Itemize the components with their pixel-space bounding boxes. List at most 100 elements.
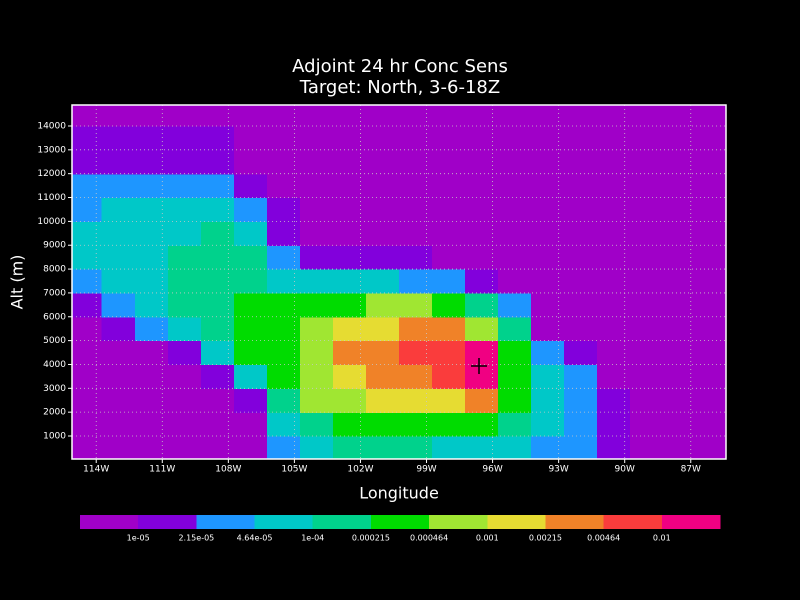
contour-cell: [332, 340, 367, 366]
contour-cell: [134, 105, 169, 127]
contour-cell: [630, 316, 664, 342]
contour-cell: [399, 125, 433, 151]
contour-cell: [101, 173, 136, 199]
contour-cell: [299, 245, 334, 270]
contour-cell: [167, 412, 202, 437]
colorbar-box: [370, 515, 430, 529]
contour-cell: [399, 269, 433, 294]
contour-cell: [498, 245, 532, 270]
contour-cell: [233, 340, 268, 366]
contour-cell: [233, 388, 268, 413]
y-tick-label: 6000: [43, 312, 66, 322]
y-tick-label: 5000: [43, 336, 66, 346]
contour-cell: [465, 436, 499, 459]
contour-cell: [72, 316, 103, 342]
contour-cell: [564, 173, 598, 199]
contour-cell: [233, 149, 268, 175]
colorbar-box: [661, 515, 721, 529]
contour-cell: [564, 388, 598, 413]
contour-cell: [134, 173, 169, 199]
contour-cell: [663, 364, 697, 389]
contour-cell: [597, 269, 631, 294]
contour-cell: [498, 149, 532, 175]
contour-cell: [200, 269, 235, 294]
contour-cell: [597, 388, 631, 413]
contour-cell: [299, 105, 334, 127]
colorbar-box: [429, 515, 488, 529]
contour-cell: [365, 364, 400, 389]
contour-cell: [696, 269, 726, 294]
colorbar-box: [254, 515, 314, 529]
contour-cell: [399, 197, 433, 222]
contour-cell: [465, 388, 499, 413]
colorbar-box: [80, 515, 139, 529]
colorbar-box: [603, 515, 663, 529]
contour-cell: [630, 292, 664, 318]
contour-cell: [597, 412, 631, 437]
contour-cell: [663, 436, 697, 459]
contour-cell: [299, 173, 334, 199]
x-tick-label: 108W: [215, 465, 241, 475]
contour-cell: [597, 340, 631, 366]
contour-field: [72, 105, 726, 459]
contour-cell: [696, 125, 726, 151]
contour-cell: [564, 245, 598, 270]
contour-cell: [432, 221, 466, 246]
colorbar-label: 0.001: [476, 534, 499, 543]
colorbar-label: 1e-05: [127, 534, 150, 543]
contour-cell: [332, 436, 367, 459]
contour-cell: [266, 221, 301, 246]
contour-cell: [134, 388, 169, 413]
contour-cell: [167, 197, 202, 222]
contour-cell: [663, 173, 697, 199]
contour-cell: [399, 316, 433, 342]
contour-cell: [663, 388, 697, 413]
contour-cell: [167, 364, 202, 389]
contour-cell: [233, 125, 268, 151]
colorbar-box: [138, 515, 197, 529]
contour-cell: [134, 221, 169, 246]
contour-cell: [696, 197, 726, 222]
y-tick-label: 2000: [43, 408, 66, 418]
contour-cell: [564, 269, 598, 294]
contour-cell: [498, 125, 532, 151]
y-tick-label: 13000: [37, 145, 66, 155]
contour-cell: [134, 245, 169, 270]
contour-cell: [332, 364, 367, 389]
contour-cell: [663, 316, 697, 342]
contour-cell: [72, 269, 103, 294]
contour-cell: [266, 245, 301, 270]
x-tick-label: 102W: [347, 465, 373, 475]
contour-cell: [134, 149, 169, 175]
contour-cell: [399, 388, 433, 413]
contour-cell: [498, 105, 532, 127]
y-tick-label: 4000: [43, 360, 66, 370]
contour-cell: [432, 125, 466, 151]
contour-cell: [101, 197, 136, 222]
contour-cell: [564, 316, 598, 342]
contour-cell: [101, 221, 136, 246]
contour-cell: [101, 436, 136, 459]
contour-cell: [432, 149, 466, 175]
contour-cell: [597, 105, 631, 127]
contour-cell: [266, 436, 301, 459]
contour-cell: [531, 221, 565, 246]
contour-cell: [498, 436, 532, 459]
contour-cell: [299, 149, 334, 175]
contour-cell: [233, 436, 268, 459]
contour-cell: [696, 388, 726, 413]
contour-cell: [365, 197, 400, 222]
contour-cell: [663, 125, 697, 151]
contour-cell: [597, 125, 631, 151]
contour-cell: [696, 105, 726, 127]
contour-cell: [299, 197, 334, 222]
contour-cell: [597, 149, 631, 175]
contour-cell: [266, 125, 301, 151]
contour-cell: [134, 269, 169, 294]
colorbar-label: 0.000215: [352, 534, 390, 543]
contour-cell: [365, 388, 400, 413]
contour-cell: [498, 340, 532, 366]
contour-cell: [663, 269, 697, 294]
contour-cell: [498, 269, 532, 294]
contour-cell: [399, 436, 433, 459]
